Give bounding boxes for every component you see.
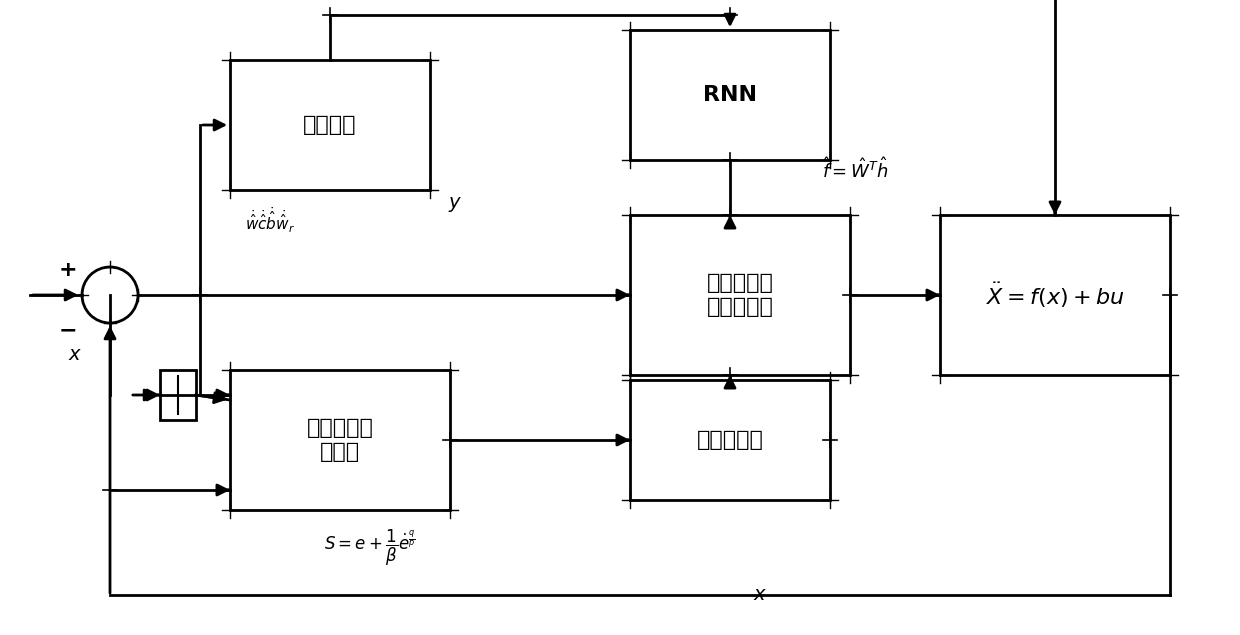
Bar xyxy=(630,30,830,160)
Text: $\hat{f}=\hat{W}^T\hat{h}$: $\hat{f}=\hat{W}^T\hat{h}$ xyxy=(822,157,888,182)
Text: $x$: $x$ xyxy=(753,585,768,605)
Text: $S=e+\dfrac{1}{\beta}\dot{e}^{\frac{q}{p}}$: $S=e+\dfrac{1}{\beta}\dot{e}^{\frac{q}{p… xyxy=(324,528,415,568)
Bar xyxy=(940,215,1171,375)
Text: +: + xyxy=(58,260,77,280)
Text: 非奇异终端
滑模面: 非奇异终端 滑模面 xyxy=(306,418,373,462)
Bar xyxy=(630,215,849,375)
Bar xyxy=(229,60,430,190)
Text: 鲁棒切换项: 鲁棒切换项 xyxy=(697,430,764,450)
Text: −: − xyxy=(58,320,77,340)
Text: RNN: RNN xyxy=(703,85,756,105)
Text: $\dot{\hat{w}}\dot{\hat{c}}\dot{\hat{b}}\dot{\hat{w}}_r$: $\dot{\hat{w}}\dot{\hat{c}}\dot{\hat{b}}… xyxy=(246,205,295,235)
Text: 自适应律: 自适应律 xyxy=(304,115,357,135)
Text: $x$: $x$ xyxy=(68,345,82,364)
Text: $y$: $y$ xyxy=(448,196,463,215)
Bar xyxy=(160,370,196,420)
Bar xyxy=(630,380,830,500)
Text: 单反馈神经
网络控制器: 单反馈神经 网络控制器 xyxy=(707,274,774,317)
Bar xyxy=(229,370,450,510)
Text: $\ddot{X}=f(x)+bu$: $\ddot{X}=f(x)+bu$ xyxy=(986,280,1125,310)
